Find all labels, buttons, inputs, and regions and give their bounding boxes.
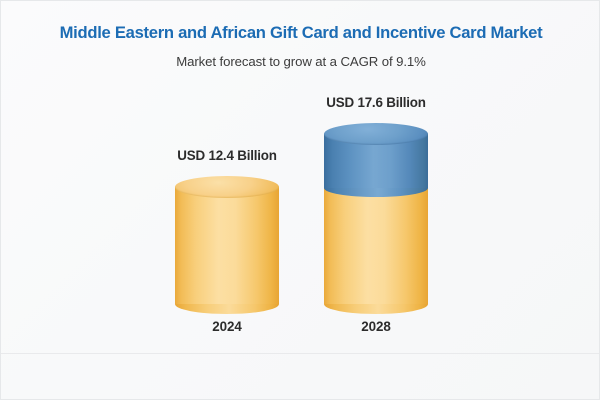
chart-title: Middle Eastern and African Gift Card and…	[59, 23, 543, 42]
bar-2024	[175, 176, 279, 314]
bar-2028-value-label: USD 17.6 Billion	[326, 95, 426, 110]
footer-divider	[1, 353, 599, 354]
bar-2028	[324, 123, 428, 314]
bar-2024-value-label: USD 12.4 Billion	[177, 148, 277, 163]
bar-2028-category-label: 2028	[361, 319, 391, 334]
chart-subtitle: Market forecast to grow at a CAGR of 9.1…	[176, 54, 426, 69]
bar-2024-body	[175, 187, 279, 304]
bar-2028-base-body	[324, 187, 428, 304]
chart-plot-area: USD 12.4 Billion 2024 USD 17.6 Billion 2…	[1, 1, 599, 353]
bar-2028-top-cap	[324, 123, 428, 145]
bar-2024-top-cap	[175, 176, 279, 198]
footer: https://www.researchandmarkets.com/repor…	[1, 354, 599, 399]
bar-2024-category-label: 2024	[212, 319, 242, 334]
